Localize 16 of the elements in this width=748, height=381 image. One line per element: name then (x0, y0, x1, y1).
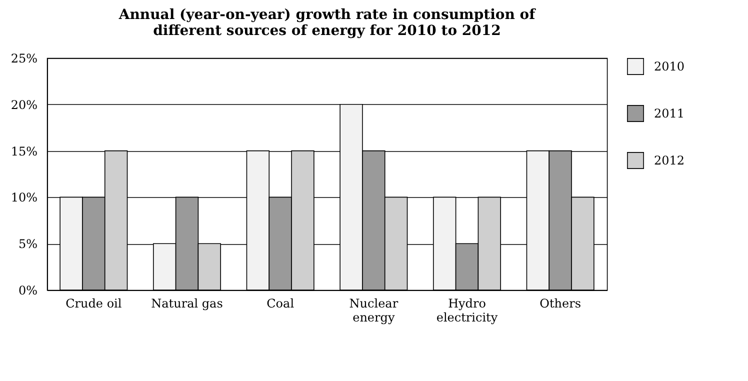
x-tick-label: Crude oil (66, 296, 122, 310)
y-tick-label: 10% (10, 190, 38, 205)
y-tick-label: 5% (18, 237, 38, 252)
y-tick-label: 0% (18, 284, 38, 298)
y-tick-label: 15% (10, 144, 38, 158)
x-tick-label: Hydro electricity (436, 296, 498, 324)
chart-title: Annual (year-on-year) growth rate in consumption of different sources of energy for 2010 to 2012 (118, 7, 536, 39)
x-tick-label: Others (540, 296, 582, 310)
legend-label: 2012 (654, 154, 685, 168)
legend-label: 2010 (654, 60, 685, 74)
x-tick-label: Natural gas (151, 296, 223, 310)
y-tick-label: 20% (10, 98, 38, 112)
legend-label: 2011 (654, 106, 685, 120)
x-tick-label: Nuclear energy (349, 296, 398, 324)
y-tick-label: 25% (10, 52, 38, 66)
x-tick-label: Coal (266, 296, 294, 310)
